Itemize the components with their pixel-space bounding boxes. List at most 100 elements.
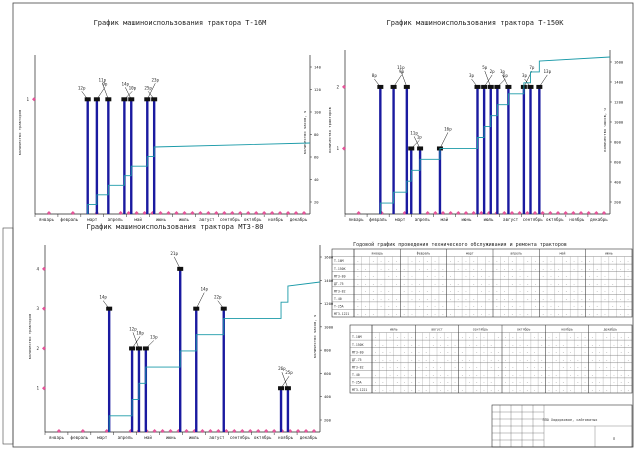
schedule-cell: - [527,282,529,286]
baseline-marker [278,211,283,215]
baseline-marker [517,211,522,215]
y-left-marker [42,346,46,351]
schedule-cell: - [584,381,586,385]
schedule-cell: - [450,297,452,301]
schedule-cell: - [541,381,543,385]
y-left-label: количество тракторов [27,314,32,360]
schedule-cell: - [434,312,436,316]
schedule-cell: - [440,388,442,392]
schedule-cell: - [396,274,398,278]
schedule-cell: - [504,289,506,293]
x-tick-label: апрель [118,435,134,440]
schedule-cell: - [411,335,413,339]
schedule-row-label: Т-40 [352,373,360,377]
schedule-cell: - [411,358,413,362]
schedule-month: ноябрь [561,326,573,331]
y-right-tick-label: 1600 [614,60,624,65]
bar-label: 6р [503,73,509,78]
x-tick-label: сентябрь [220,217,241,222]
label-leader [125,87,132,100]
y-right-label: количество часов, ч [312,315,317,358]
baseline-marker [533,211,537,215]
schedule-cell: - [573,282,575,286]
schedule-cell: - [461,373,463,377]
baseline-marker [264,429,269,433]
label-leader [132,332,140,349]
schedule-cell: - [504,312,506,316]
bar-label: 26р [278,366,286,371]
baseline-marker [286,211,291,215]
schedule-cell: - [375,373,377,377]
schedule-cell: - [627,259,629,263]
bar [222,308,225,432]
schedule-cell: - [490,343,492,347]
schedule-cell: - [542,305,544,309]
schedule-cell: - [512,335,514,339]
schedule-cell: - [457,267,459,271]
schedule-cell: - [454,365,456,369]
schedule-cell: - [604,289,606,293]
schedule-cell: - [382,358,384,362]
schedule-cell: - [411,373,413,377]
x-tick-label: январь [348,217,364,222]
bar [522,86,526,214]
schedule-cell: - [591,358,593,362]
schedule-cell: - [527,297,529,301]
schedule-cell: - [541,365,543,369]
label-leader [502,74,509,88]
schedule-cell: - [620,365,622,369]
schedule-cell: - [454,350,456,354]
schedule-cell: - [473,305,475,309]
bar [195,308,198,432]
schedule-cell: - [389,365,391,369]
x-tick-label: январь [39,217,55,222]
schedule-cell: - [562,358,564,362]
schedule-cell: - [548,350,550,354]
y-right-tick-label: 200 [324,418,332,423]
label-leader [497,78,506,88]
schedule-row-label: Т-150К [334,267,346,271]
bar-label: 12р [78,85,86,90]
schedule-cell: - [461,388,463,392]
schedule-cell: - [496,259,498,263]
baseline-marker [104,429,109,433]
bar [438,148,442,214]
schedule-cell: - [425,388,427,392]
schedule-cell: - [488,282,490,286]
baseline-marker [356,211,361,215]
bar [144,348,148,432]
schedule-cell: - [565,289,567,293]
schedule-cell: - [480,289,482,293]
schedule-cell: - [461,335,463,339]
schedule-cell: - [527,259,529,263]
schedule-cell: - [434,305,436,309]
schedule-cell: - [372,289,374,293]
label-leader [147,91,155,100]
y-left-label: количество тракторов [327,107,332,153]
schedule-cell: - [527,289,529,293]
schedule-cell: - [558,312,560,316]
schedule-cell: - [504,267,506,271]
baseline-marker [80,429,85,433]
schedule-month: сентябрь [473,326,488,331]
schedule-cell: - [442,282,444,286]
schedule-cell: - [612,305,614,309]
schedule-cell: - [389,358,391,362]
x-tick-label: март [97,435,108,440]
schedule-cell: - [396,335,398,339]
schedule-cell: - [599,381,601,385]
schedule-cell: - [454,358,456,362]
baseline-marker [168,429,173,433]
schedule-cell: - [465,312,467,316]
schedule-cell: - [476,373,478,377]
schedule-cell: - [447,381,449,385]
schedule-cell: - [488,312,490,316]
title-block: ППО Ходорковое, сайтоватых П [491,404,633,448]
baseline-marker [502,211,507,215]
schedule-cell: - [613,373,615,377]
cumulative-hours-line [379,56,611,214]
x-tick-label: февраль [369,217,387,222]
schedule-cell: - [457,297,459,301]
chart-title: График машиноиспользования трактора Т-15… [386,19,564,27]
baseline-marker [479,211,484,215]
